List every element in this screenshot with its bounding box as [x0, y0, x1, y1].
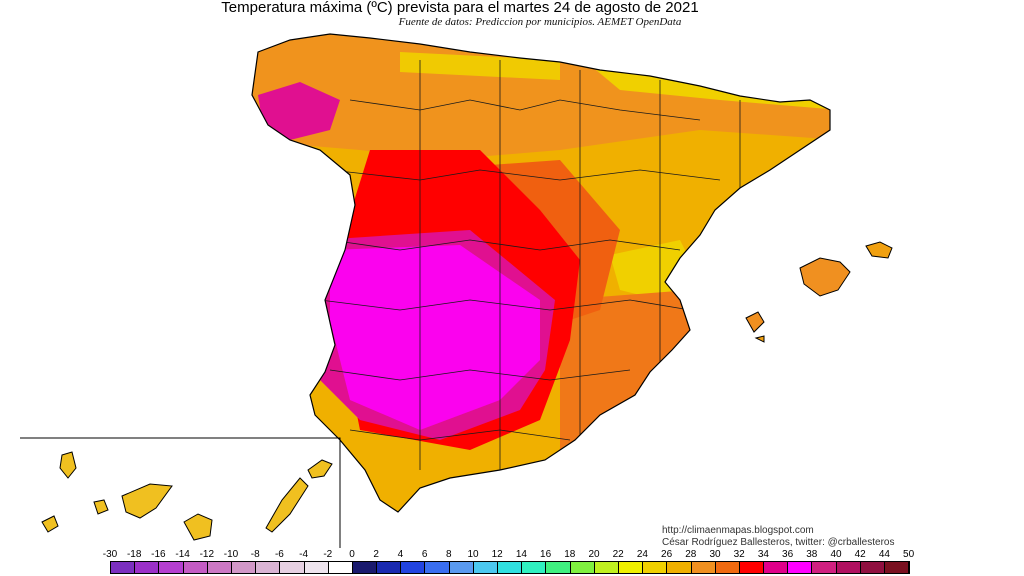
legend-swatch — [715, 562, 740, 573]
legend-swatch — [546, 562, 571, 573]
legend-tick-label: 8 — [446, 549, 452, 560]
legend-tick-label: 20 — [588, 549, 600, 560]
island-ibiza — [745, 311, 765, 333]
legend-tick-label: -10 — [223, 549, 239, 560]
legend-tick-label: -8 — [250, 549, 260, 560]
legend-tick-label: 36 — [782, 549, 794, 560]
legend-tick-label: 2 — [373, 549, 379, 560]
legend-tick-label: 24 — [636, 549, 648, 560]
island-formentera — [754, 335, 765, 343]
map-subtitle: Fuente de datos: Prediccion por municipi… — [398, 16, 682, 28]
balearic-islands — [745, 241, 893, 343]
legend-swatch — [691, 562, 716, 573]
zone-28-east — [560, 290, 690, 470]
legend-tick-label: 50 — [903, 549, 915, 560]
legend-tick-label: 12 — [491, 549, 503, 560]
province-borders — [319, 60, 741, 470]
legend-swatch — [280, 562, 305, 573]
legend-swatch — [207, 562, 232, 573]
peninsula-outline — [251, 33, 831, 513]
legend-tick-label: -2 — [323, 549, 333, 560]
zone-36 — [330, 245, 540, 430]
map-title: Temperatura máxima (ºC) prevista para el… — [221, 0, 699, 16]
legend-swatch — [836, 562, 861, 573]
legend-tick-label: 22 — [612, 549, 624, 560]
legend-swatch — [352, 562, 378, 573]
legend-tick-label: 16 — [540, 549, 552, 560]
peninsula — [252, 34, 830, 512]
legend-tick-label: 4 — [397, 549, 404, 560]
legend-swatch — [183, 562, 208, 573]
legend-tick-label: 42 — [854, 549, 866, 560]
legend-tick-label: -14 — [175, 549, 190, 560]
legend-swatch — [159, 562, 184, 573]
legend-swatch — [231, 562, 257, 573]
legend-tick-label: 6 — [421, 549, 428, 560]
canary-islands-inset — [20, 437, 341, 548]
legend-tick-label: 26 — [661, 549, 673, 560]
legend-tick-label: 38 — [806, 549, 818, 560]
credit-author: César Rodríguez Ballesteros, twitter: @c… — [662, 537, 895, 548]
island-tenerife — [121, 483, 173, 519]
legend-swatch — [885, 562, 910, 573]
legend-tick-label: 0 — [349, 549, 355, 560]
legend-swatch — [304, 562, 329, 573]
legend-tick-label: 34 — [757, 549, 769, 560]
legend-swatch — [594, 562, 619, 573]
island-mallorca — [799, 257, 851, 297]
legend-tick-label: -30 — [102, 549, 118, 560]
legend-tick-label: 18 — [564, 549, 576, 560]
legend-swatch — [764, 562, 789, 573]
island-lanzarote — [307, 459, 333, 479]
island-fuerteventura — [265, 477, 309, 533]
legend-swatch — [618, 562, 644, 573]
legend-swatch — [643, 562, 668, 573]
inset-frame — [20, 437, 341, 548]
legend-swatch — [739, 562, 765, 573]
legend-swatch — [111, 562, 136, 573]
island-la-palma — [59, 451, 77, 479]
legend-tick-label: -6 — [274, 549, 284, 560]
legend-tick-label: -12 — [199, 549, 215, 560]
legend-swatch — [473, 562, 498, 573]
zone-coast-north — [400, 52, 560, 80]
legend-swatch — [401, 562, 426, 573]
legend-tick-label: 44 — [878, 549, 890, 560]
legend-swatch — [498, 562, 523, 573]
island-gran-canaria — [183, 513, 213, 541]
legend-swatch — [135, 562, 160, 573]
legend-swatch — [449, 562, 474, 573]
island-la-gomera — [93, 499, 109, 515]
legend-tick-label: -4 — [299, 549, 309, 560]
legend-tick-label: 28 — [685, 549, 697, 560]
legend-swatch — [667, 562, 692, 573]
legend-labels: -30 -18 -16 -14 -12 -10 -8 -6 -4 -2 0 2 4 6 8 10 12 14 16 1… — [103, 549, 940, 560]
legend-swatch — [812, 562, 837, 573]
zone-galicia — [258, 82, 340, 140]
legend-tick-label: -16 — [151, 549, 166, 560]
legend-bar — [110, 561, 911, 574]
legend-swatch — [425, 562, 450, 573]
island-menorca — [865, 241, 893, 259]
legend-tick-label: -18 — [126, 549, 142, 560]
legend-swatch — [377, 562, 402, 573]
legend-swatch — [570, 562, 595, 573]
credit-url: http://climaenmapas.blogspot.com — [662, 525, 814, 536]
legend-tick-label: 40 — [830, 549, 842, 560]
legend-tick-label: 32 — [733, 549, 745, 560]
legend-swatch — [522, 562, 547, 573]
legend-swatch — [788, 562, 813, 573]
legend-swatch — [860, 562, 885, 573]
legend-tick-label: 30 — [709, 549, 721, 560]
island-el-hierro — [41, 515, 59, 533]
legend-tick-label: 14 — [515, 549, 527, 560]
legend-swatch — [256, 562, 281, 573]
legend-swatch — [328, 562, 353, 573]
legend-tick-label: 10 — [467, 549, 479, 560]
